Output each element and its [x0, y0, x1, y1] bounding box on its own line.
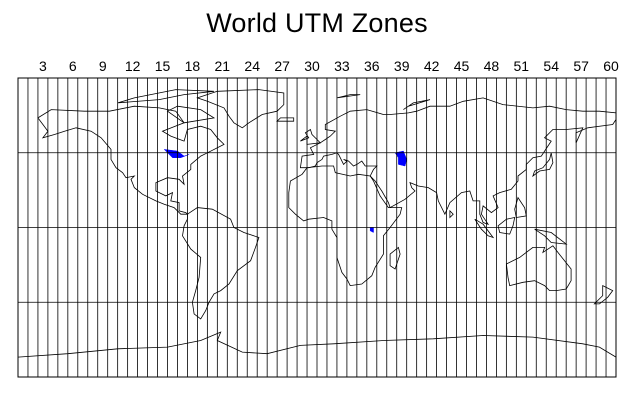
zone-label: 21	[215, 58, 231, 74]
zone-label: 39	[394, 58, 410, 74]
svalbard-outline	[336, 94, 361, 99]
greenland-outline	[196, 89, 285, 129]
baffin-outline	[166, 105, 216, 124]
zone-label: 12	[125, 58, 141, 74]
zone-label: 27	[274, 58, 290, 74]
zone-grid	[17, 77, 617, 378]
zone-label: 36	[364, 58, 380, 74]
iceland-outline	[276, 117, 295, 122]
lakes	[163, 149, 407, 233]
map-title: World UTM Zones	[206, 8, 428, 38]
zone-label: 57	[573, 58, 589, 74]
antarctica-outline	[17, 331, 617, 378]
lake-victoria	[369, 227, 374, 233]
zone-label: 60	[603, 58, 619, 74]
south-america-outline	[182, 207, 260, 320]
zone-label: 33	[334, 58, 350, 74]
new-zealand-outline	[593, 284, 614, 305]
africa-outline	[288, 165, 403, 287]
british-isles-outline	[300, 128, 322, 145]
philippines-outline	[514, 196, 527, 218]
north-america-outline	[37, 105, 225, 215]
zone-label: 42	[424, 58, 440, 74]
zone-label: 30	[304, 58, 320, 74]
arctic-islands-outline	[117, 89, 215, 104]
madagascar-outline	[389, 246, 401, 270]
zone-label: 51	[514, 58, 530, 74]
zone-number-labels: 3 6 9 12 15 18 21 24 27 30 33 36 39 42 45 48 51 54 57 60	[39, 58, 619, 74]
zone-label: 6	[69, 58, 77, 74]
caspian-sea	[394, 150, 407, 167]
zone-label: 54	[543, 58, 559, 74]
zone-label: 24	[244, 58, 260, 74]
new-guinea-outline	[534, 228, 568, 245]
sumatra-outline	[474, 218, 495, 239]
sri-lanka-outline	[449, 209, 454, 219]
zone-label: 9	[99, 58, 107, 74]
zone-label: 45	[454, 58, 470, 74]
zone-label: 18	[185, 58, 201, 74]
australia-outline	[505, 245, 572, 291]
zone-label: 48	[484, 58, 500, 74]
eurasia-outline	[299, 97, 617, 225]
zone-label: 15	[155, 58, 171, 74]
zone-label: 3	[39, 58, 47, 74]
great-lakes	[163, 149, 190, 158]
